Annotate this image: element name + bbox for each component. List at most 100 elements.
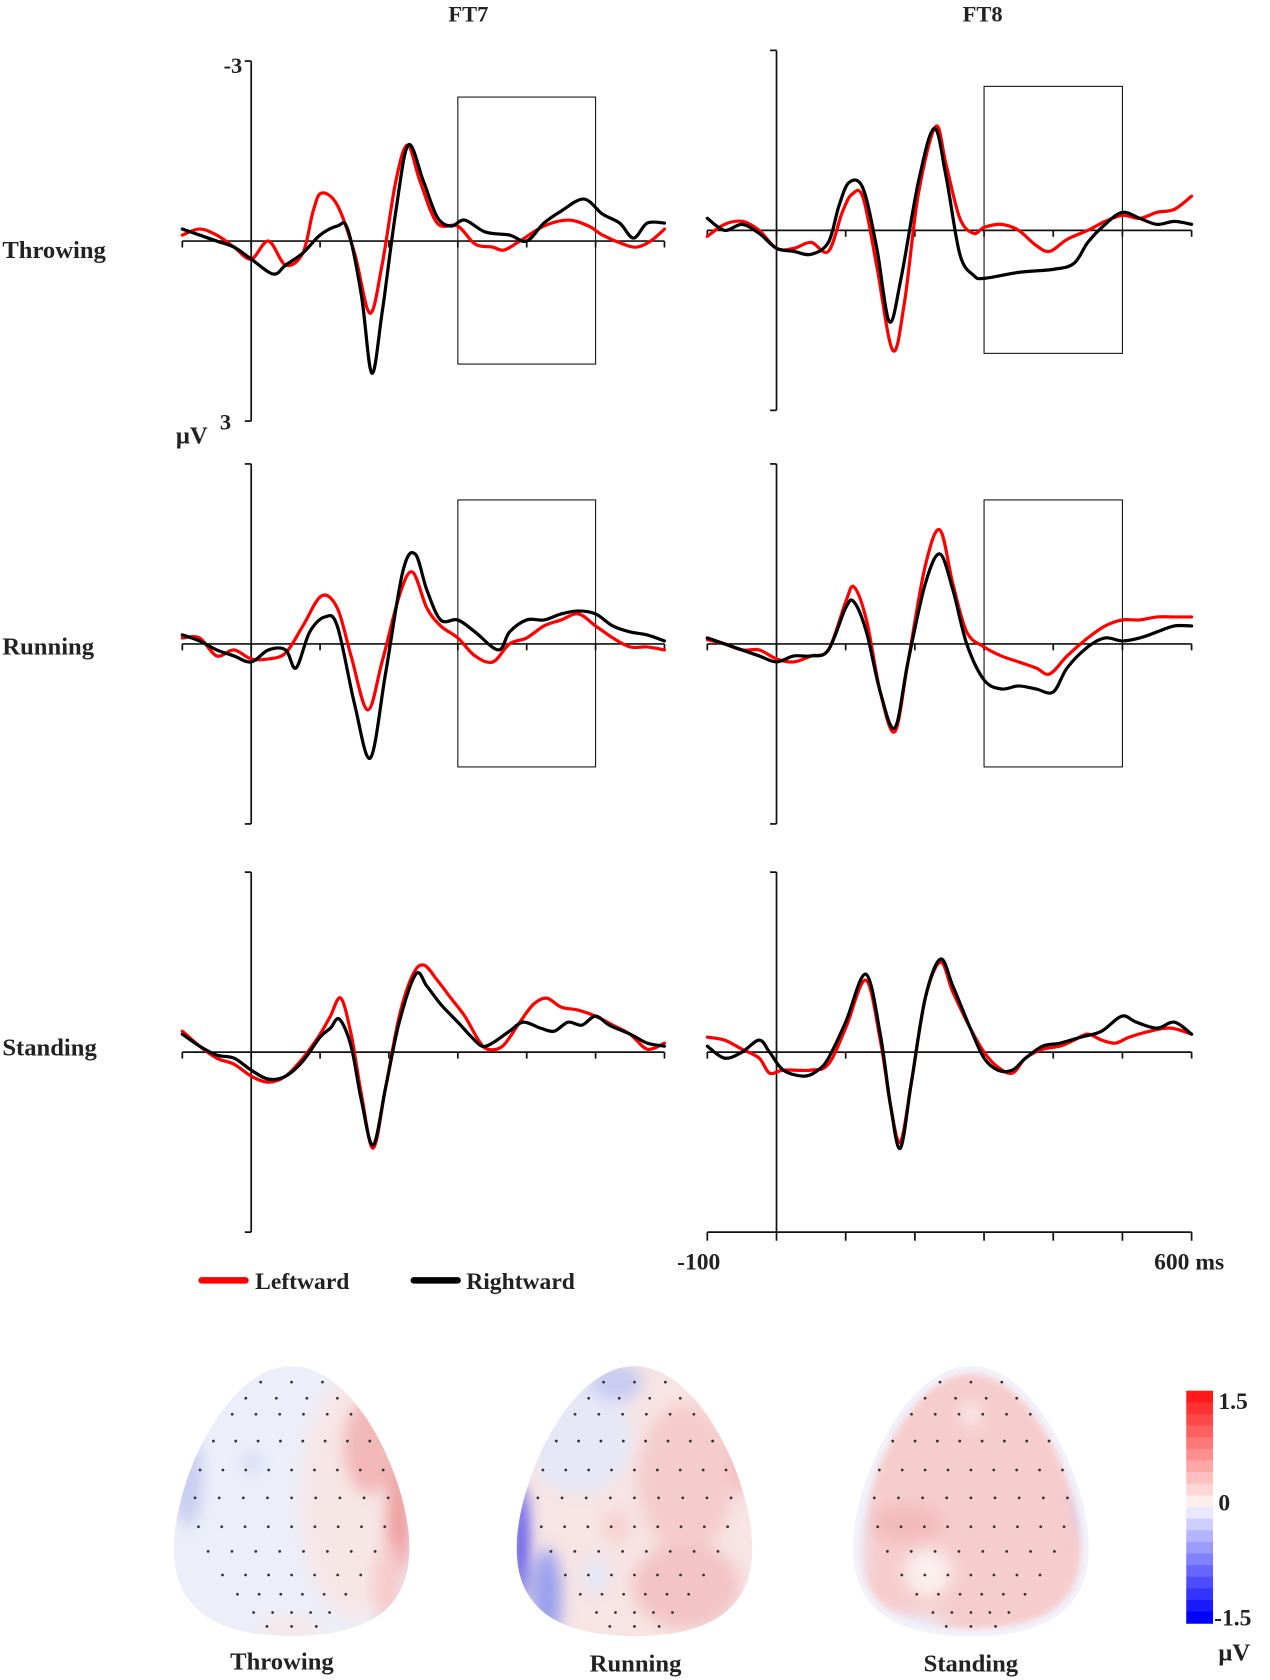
electrode-dot (234, 1439, 238, 1443)
electrode-dot (679, 1525, 683, 1529)
electrode-dot (573, 1550, 577, 1553)
electrode-dot (969, 1525, 973, 1529)
electrode-dot (259, 1380, 263, 1384)
electrode-dot (326, 1550, 329, 1553)
electrode-dot (679, 1573, 682, 1577)
electrode-dot (290, 1468, 294, 1472)
electrode-dot (610, 1468, 613, 1472)
electrode-dot (1016, 1525, 1019, 1529)
electrode-dot (610, 1573, 613, 1577)
electrode-dot (595, 1611, 598, 1614)
electrode-dot (608, 1496, 612, 1500)
row-label-running: Running (2, 634, 94, 661)
electrode-dot (885, 1550, 889, 1553)
electrode-dot (935, 1439, 939, 1443)
colorbar-step (1186, 1448, 1214, 1461)
electrode-dot (244, 1396, 248, 1400)
electrode-dot (1053, 1550, 1056, 1553)
column-title-ft7: FT7 (448, 1, 488, 26)
electrode-dot (336, 1396, 339, 1400)
electrode-dot (322, 1592, 326, 1596)
electrode-dot (1017, 1496, 1021, 1500)
electrode-dot (1039, 1525, 1043, 1529)
electrode-dot (230, 1550, 234, 1553)
electrode-dot (599, 1439, 603, 1443)
x-tick-label-start: -100 (677, 1250, 720, 1276)
electrode-dot (633, 1611, 636, 1614)
topomap-label-throwing: Throwing (230, 1648, 334, 1675)
electrode-dot (243, 1525, 247, 1529)
electrode-dot (328, 1611, 331, 1614)
erp-panels (180, 49, 1194, 1241)
colorbar-step (1186, 1402, 1214, 1415)
electrode-dot (969, 1380, 973, 1384)
electrode-dot (633, 1496, 636, 1500)
electrode-dot (563, 1573, 567, 1577)
electrode-dot (617, 1396, 621, 1400)
electrode-dot (1038, 1573, 1042, 1577)
electrode-dot (597, 1550, 601, 1553)
electrode-dot (657, 1496, 661, 1500)
electrode-dot (678, 1468, 682, 1472)
electrode-dot (197, 1525, 200, 1529)
electrode-dot (217, 1496, 221, 1500)
colorbar-unit-label: μV (1218, 1640, 1250, 1667)
electrode-dot (923, 1468, 927, 1472)
topomap-throwing (173, 1366, 410, 1637)
electrode-dot (944, 1625, 948, 1628)
trace-leftward (180, 143, 667, 315)
electrode-dot (267, 1573, 270, 1577)
colorbar-step (1186, 1425, 1214, 1438)
electrode-dot (945, 1496, 949, 1500)
electrode-dot (313, 1573, 317, 1577)
electrode-dot (915, 1592, 919, 1596)
electrode-dot (702, 1525, 706, 1529)
electrode-dot (702, 1573, 705, 1577)
electrode-dot (1023, 1592, 1027, 1596)
electrode-dot (668, 1550, 672, 1553)
electrode-dot (244, 1468, 248, 1472)
electrode-dot (645, 1550, 648, 1553)
electrode-dot (923, 1573, 927, 1577)
electrode-dot (957, 1550, 961, 1553)
electrode-dot (336, 1525, 340, 1529)
electrode-dot (652, 1611, 655, 1614)
electrode-dot (1001, 1592, 1005, 1596)
electrode-dot (933, 1550, 937, 1553)
electrode-dot (586, 1525, 590, 1529)
electrode-dot (663, 1380, 667, 1384)
electrode-dot (643, 1592, 647, 1596)
electrode-dot (666, 1439, 670, 1443)
electrode-dot (946, 1525, 949, 1529)
electrode-dot (992, 1468, 996, 1472)
electrode-dot (981, 1412, 985, 1416)
electrode-dot (362, 1496, 366, 1500)
colorbar-step (1186, 1588, 1214, 1601)
colorbar-step (1186, 1460, 1214, 1473)
trace-rightward (180, 143, 667, 375)
electrode-dot (368, 1439, 372, 1443)
electrode-dot (994, 1625, 997, 1628)
electrode-dot (701, 1468, 705, 1472)
electrode-dot (877, 1468, 881, 1472)
topomap-label-running: Running (590, 1650, 682, 1677)
electrode-dot (992, 1573, 996, 1577)
electrode-dot (891, 1439, 895, 1443)
electrode-dot (349, 1550, 353, 1553)
electrode-dot (336, 1468, 339, 1472)
electrode-dot (614, 1611, 617, 1614)
electrode-dot (899, 1525, 903, 1529)
colorbar-step (1186, 1413, 1214, 1427)
electrode-dot (254, 1412, 258, 1416)
electrode-dot (578, 1592, 582, 1596)
row-label-throwing: Throwing (2, 237, 106, 264)
colorbar-step (1186, 1518, 1214, 1531)
electrode-dot (729, 1496, 733, 1500)
electrode-dot (267, 1468, 271, 1472)
electrode-dot (969, 1496, 973, 1500)
colorbar-mid-label: 0 (1218, 1491, 1230, 1517)
colorbar-step (1186, 1506, 1214, 1520)
electrode-dot (644, 1439, 648, 1443)
electrode-dot (256, 1439, 260, 1443)
